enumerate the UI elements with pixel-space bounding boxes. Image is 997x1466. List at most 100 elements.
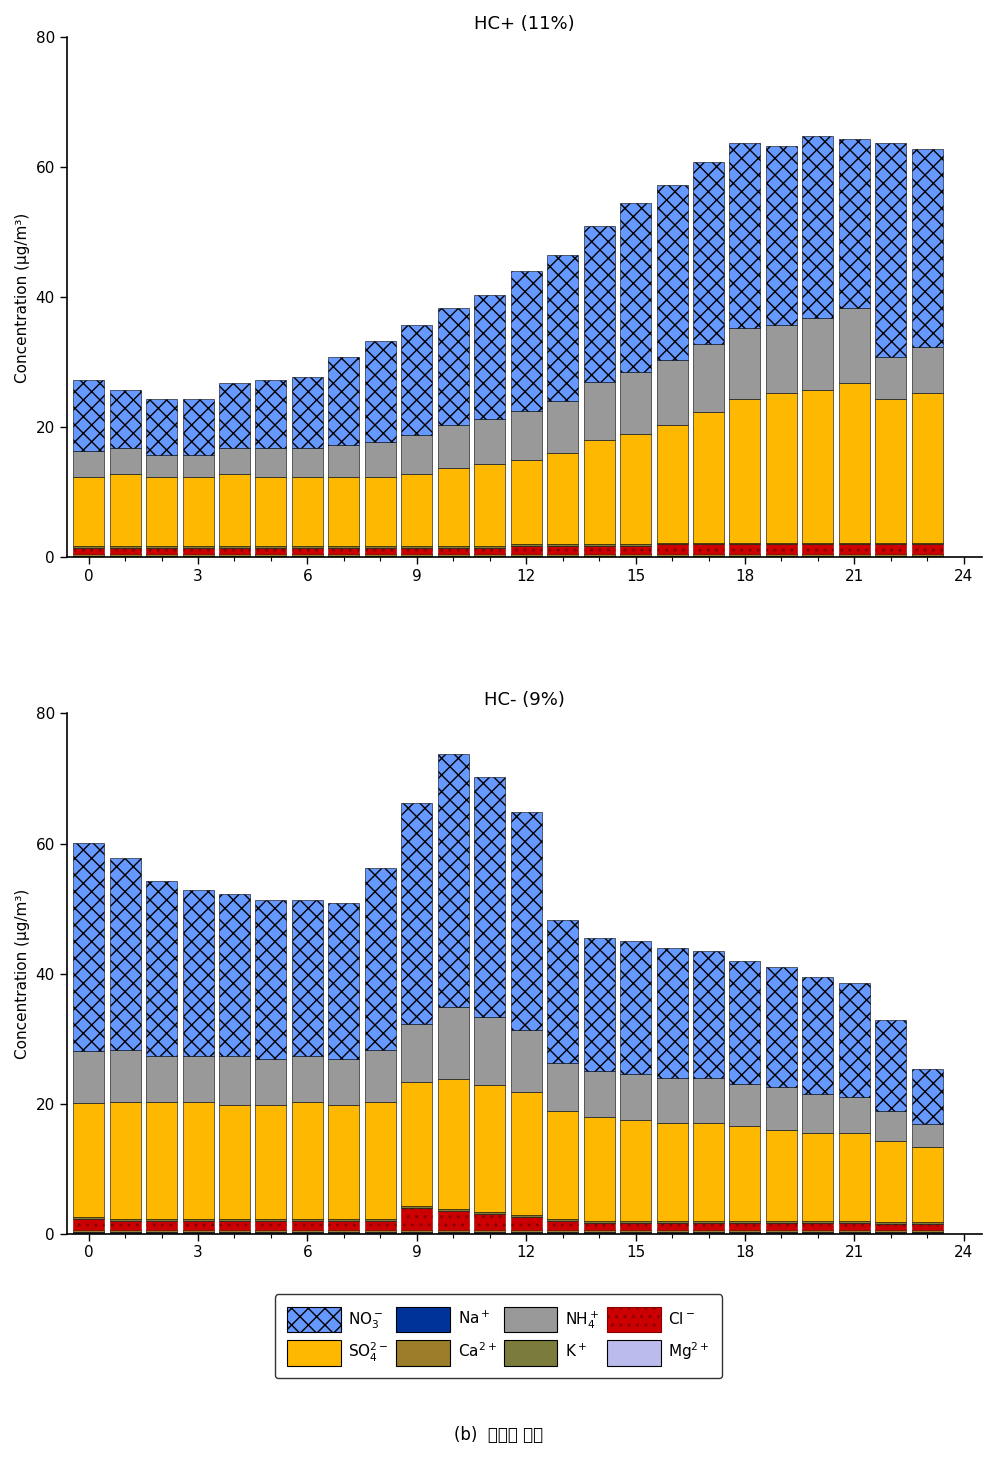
Bar [110, 545, 141, 548]
Bar [766, 968, 797, 1088]
Bar [730, 960, 761, 1083]
Bar [912, 544, 943, 554]
Bar [328, 1221, 359, 1230]
Bar [620, 1221, 651, 1223]
Bar [255, 380, 286, 449]
Bar [110, 1101, 141, 1218]
Bar [438, 468, 469, 545]
Bar [693, 1221, 724, 1223]
Y-axis label: Concentration (μg/m³): Concentration (μg/m³) [15, 888, 30, 1058]
Bar [657, 1221, 688, 1223]
Bar [838, 1097, 869, 1133]
Bar [438, 754, 469, 1007]
Bar [657, 947, 688, 1078]
Bar [110, 1050, 141, 1101]
Bar [438, 1211, 469, 1230]
Bar [730, 328, 761, 399]
Bar [219, 548, 250, 554]
Bar [510, 544, 541, 547]
Bar [838, 1223, 869, 1230]
Bar [693, 951, 724, 1078]
Bar [146, 399, 177, 454]
Bar [365, 868, 396, 1050]
Bar [475, 465, 505, 545]
Bar [912, 1146, 943, 1223]
Bar [510, 1215, 541, 1217]
Bar [219, 1105, 250, 1218]
Bar [182, 1218, 213, 1221]
Bar [510, 1031, 541, 1092]
Bar [292, 449, 323, 478]
Bar [110, 474, 141, 545]
Bar [730, 1083, 761, 1126]
Bar [402, 435, 433, 474]
Bar [182, 1101, 213, 1218]
Bar [547, 1221, 578, 1230]
Bar [803, 1133, 833, 1221]
Bar [365, 1101, 396, 1218]
Bar [73, 1102, 104, 1217]
Bar [182, 1056, 213, 1101]
Bar [693, 542, 724, 544]
Bar [292, 1221, 323, 1230]
Bar [693, 163, 724, 345]
Bar [73, 545, 104, 548]
Bar [510, 1092, 541, 1215]
Bar [255, 545, 286, 548]
Bar [583, 1221, 614, 1223]
Bar [693, 1123, 724, 1221]
Bar [146, 454, 177, 478]
Bar [402, 1205, 433, 1208]
Bar [912, 542, 943, 544]
Bar [803, 1094, 833, 1133]
Bar [766, 544, 797, 554]
Bar [328, 1105, 359, 1218]
Bar [583, 1223, 614, 1230]
Bar [73, 452, 104, 478]
Bar [110, 548, 141, 554]
Bar [255, 478, 286, 545]
Bar [730, 542, 761, 544]
Bar [146, 1056, 177, 1101]
Bar [620, 1120, 651, 1221]
Bar [766, 1130, 797, 1221]
Bar [766, 542, 797, 544]
Bar [838, 383, 869, 542]
Bar [875, 1111, 906, 1141]
Bar [182, 478, 213, 545]
Bar [620, 1075, 651, 1120]
Y-axis label: Concentration (μg/m³): Concentration (μg/m³) [15, 213, 30, 383]
Bar [255, 1221, 286, 1230]
Bar [328, 1218, 359, 1221]
Bar [693, 412, 724, 542]
Bar [328, 545, 359, 548]
Bar [912, 150, 943, 347]
Bar [730, 399, 761, 542]
Bar [292, 1056, 323, 1101]
Bar [547, 547, 578, 554]
Bar [438, 1079, 469, 1209]
Bar [875, 1141, 906, 1223]
Bar [402, 474, 433, 545]
Bar [838, 984, 869, 1097]
Bar [402, 802, 433, 1023]
Bar [583, 544, 614, 547]
Bar [803, 136, 833, 318]
Bar [292, 548, 323, 554]
Bar [912, 1224, 943, 1230]
Bar [766, 393, 797, 542]
Bar [803, 542, 833, 544]
Bar [912, 1223, 943, 1224]
Bar [146, 881, 177, 1056]
Bar [583, 226, 614, 383]
Bar [438, 545, 469, 548]
Bar [255, 1218, 286, 1221]
Title: HC+ (11%): HC+ (11%) [474, 15, 574, 34]
Bar [365, 548, 396, 554]
Bar [693, 345, 724, 412]
Bar [547, 255, 578, 402]
Bar [146, 1101, 177, 1218]
Bar [657, 361, 688, 425]
Bar [328, 903, 359, 1060]
Bar [693, 544, 724, 554]
